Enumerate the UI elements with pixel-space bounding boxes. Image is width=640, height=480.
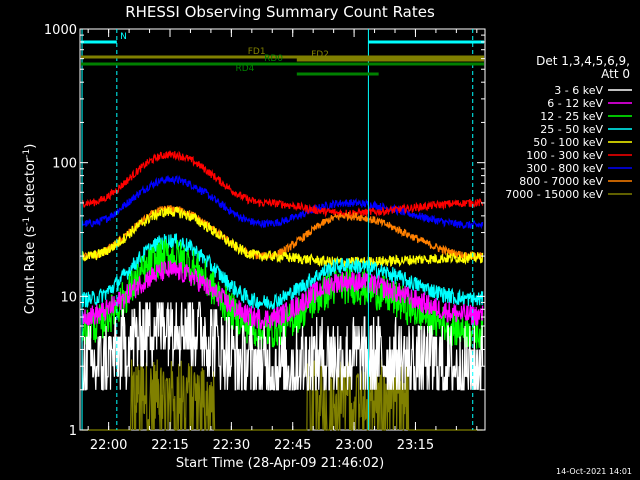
x-tick-label-1: 22:15 — [151, 438, 188, 453]
legend-label-4: 50 - 100 keV — [533, 136, 603, 149]
y-label-mid: detector — [23, 157, 38, 217]
series-line-6 — [81, 174, 484, 230]
y-tick-label-3: 1000 — [44, 23, 77, 38]
flags-layer: N FD1 FD2 RD0 RD4 — [81, 29, 484, 430]
legend-label-7: 800 - 7000 keV — [519, 175, 603, 188]
y-axis-label: Count Rate (s-1 detector-1) — [22, 144, 38, 315]
series-line-3 — [81, 233, 484, 311]
y-tick-label-0: 1 — [69, 424, 77, 439]
chart-title: RHESSI Observing Summary Count Rates — [125, 3, 435, 21]
x-tick-label-4: 23:00 — [335, 438, 372, 453]
flag-label-FD2: FD2 — [311, 50, 329, 60]
series-line-7 — [81, 205, 484, 261]
timestamp: 14-Oct-2021 14:01 — [556, 467, 632, 476]
flag-label-RD4: RD4 — [235, 64, 254, 74]
svg-text:Count Rate (s-1 detector-1): Count Rate (s-1 detector-1) — [22, 144, 38, 315]
x-tick-label-0: 22:00 — [90, 438, 127, 453]
legend-label-6: 300 - 800 keV — [526, 162, 603, 175]
x-tick-label-3: 22:45 — [274, 438, 311, 453]
legend-label-2: 12 - 25 keV — [540, 110, 603, 123]
x-axis-label: Start Time (28-Apr-09 21:46:02) — [176, 456, 384, 471]
y-label-main: Count Rate (s — [23, 226, 38, 315]
y-tick-label-1: 10 — [60, 290, 77, 305]
series-line-1 — [81, 259, 484, 332]
series-line-0 — [81, 301, 484, 391]
flag-label-N: N — [120, 32, 127, 42]
legend-label-8: 7000 - 15000 keV — [505, 188, 603, 201]
axes-layer: 22:00 22:15 22:30 22:45 23:00 23:15 1 10 100 1000 — [44, 23, 485, 453]
x-tick-label-5: 23:15 — [397, 438, 434, 453]
flag-label-RD0: RD0 — [264, 54, 283, 64]
y-tick-label-2: 100 — [52, 157, 77, 172]
legend-label-1: 6 - 12 keV — [547, 97, 603, 110]
legend-header-2: Att 0 — [601, 67, 630, 81]
x-tick-label-2: 22:30 — [213, 438, 250, 453]
legend-header-1: Det 1,3,4,5,6,9, — [536, 54, 630, 68]
legend-label-0: 3 - 6 keV — [554, 84, 603, 97]
legend-label-3: 25 - 50 keV — [540, 123, 603, 136]
y-label-sup2: -1 — [22, 149, 32, 158]
legend-label-5: 100 - 300 keV — [526, 149, 603, 162]
y-label-sup1: -1 — [22, 217, 32, 226]
series-line-4 — [81, 206, 484, 269]
series-layer — [81, 150, 484, 431]
y-label-end: ) — [23, 144, 38, 149]
flag-label-FD1: FD1 — [248, 47, 266, 57]
series-line-5 — [82, 150, 484, 219]
